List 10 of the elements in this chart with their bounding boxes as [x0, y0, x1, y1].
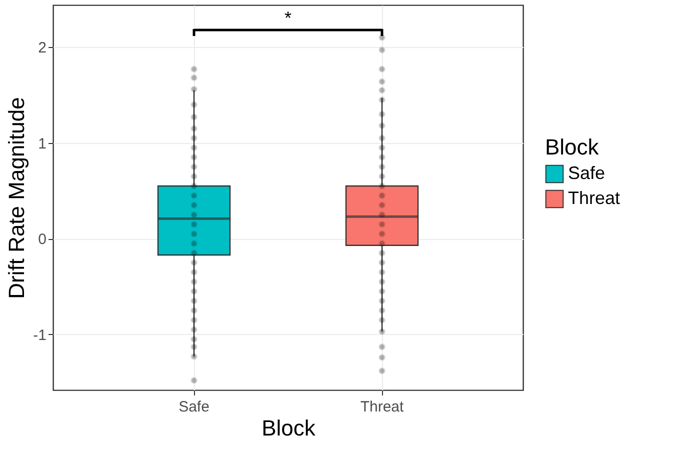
y-tick-label: 2: [38, 40, 46, 57]
x-axis-title: Block: [262, 416, 316, 440]
y-axis-title: Drift Rate Magnitude: [4, 97, 30, 299]
y-tick-label: 0: [38, 231, 46, 248]
annotation: *: [284, 8, 292, 28]
legend-label: Threat: [568, 188, 620, 208]
y-tick-label: -1: [33, 326, 46, 344]
legend-label: Safe: [568, 163, 606, 183]
legend-title: Block: [545, 134, 600, 160]
y-tick-label: 1: [38, 135, 46, 152]
